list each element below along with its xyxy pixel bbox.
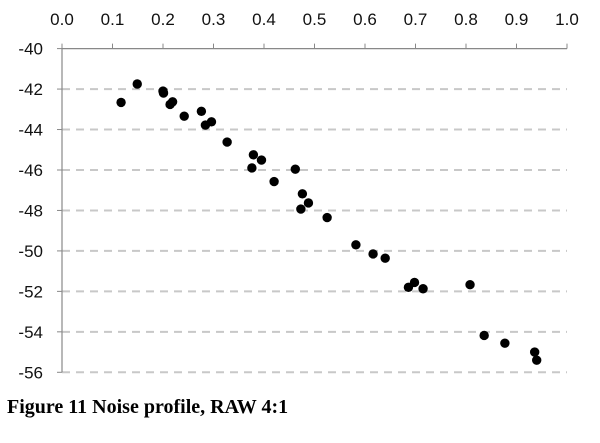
data-point [532, 355, 542, 365]
axes [57, 43, 568, 373]
data-points [116, 79, 542, 365]
data-point [303, 198, 314, 208]
data-point [500, 338, 510, 348]
data-point [465, 279, 475, 290]
x-tick-label: 0.7 [404, 10, 428, 29]
data-point [351, 240, 361, 250]
y-tick-label: -52 [18, 282, 43, 301]
data-point [247, 163, 257, 173]
data-point [222, 137, 232, 147]
data-point [269, 176, 279, 187]
x-tick-label: 0.5 [303, 10, 327, 29]
data-point [409, 277, 420, 288]
y-tick-label: -50 [18, 242, 43, 261]
figure-caption: Figure 11 Noise profile, RAW 4:1 [7, 396, 289, 418]
x-tick-label: 0.8 [454, 10, 478, 29]
y-tick-label: -46 [18, 161, 43, 180]
tick-labels: -40 -42 -44 -46 -48 -50 -52 -54 -56 0.0 0.1 0.2 0.3 0… [18, 10, 578, 382]
data-point [132, 79, 142, 89]
x-tick-label: 0.0 [50, 10, 74, 29]
x-tick-label: 0.9 [505, 10, 529, 29]
data-point [165, 99, 175, 110]
data-point [380, 253, 390, 263]
x-tick-label: 0.1 [101, 10, 125, 29]
x-tick-label: 0.2 [151, 10, 175, 29]
data-point [479, 330, 489, 341]
data-point [297, 189, 308, 199]
y-tick-label: -54 [18, 323, 43, 342]
x-tick-label: 0.6 [353, 10, 377, 29]
data-point [322, 212, 332, 223]
data-point [116, 97, 126, 108]
data-point [296, 204, 306, 214]
data-point [256, 155, 267, 165]
y-tick-label: -40 [18, 40, 43, 59]
y-tick-label: -44 [18, 121, 43, 140]
x-tick-label: 0.4 [252, 10, 276, 29]
data-point [158, 88, 169, 98]
scatter-chart: -40 -42 -44 -46 -48 -50 -52 -54 -56 0.0 0.1 0.2 0.3 0… [18, 10, 578, 382]
y-tick-label: -42 [18, 80, 43, 99]
data-point [179, 111, 189, 121]
data-point [368, 249, 378, 259]
y-tick-label: -48 [18, 201, 43, 220]
data-point [529, 347, 540, 357]
gridlines [62, 88, 567, 374]
data-point [418, 284, 428, 294]
data-point [248, 150, 259, 160]
y-tick-label: -56 [18, 363, 43, 382]
x-tick-label: 1.0 [555, 10, 579, 29]
x-tick-label: 0.3 [202, 10, 226, 29]
data-point [290, 164, 301, 174]
data-point [206, 117, 217, 127]
data-point [196, 106, 207, 117]
